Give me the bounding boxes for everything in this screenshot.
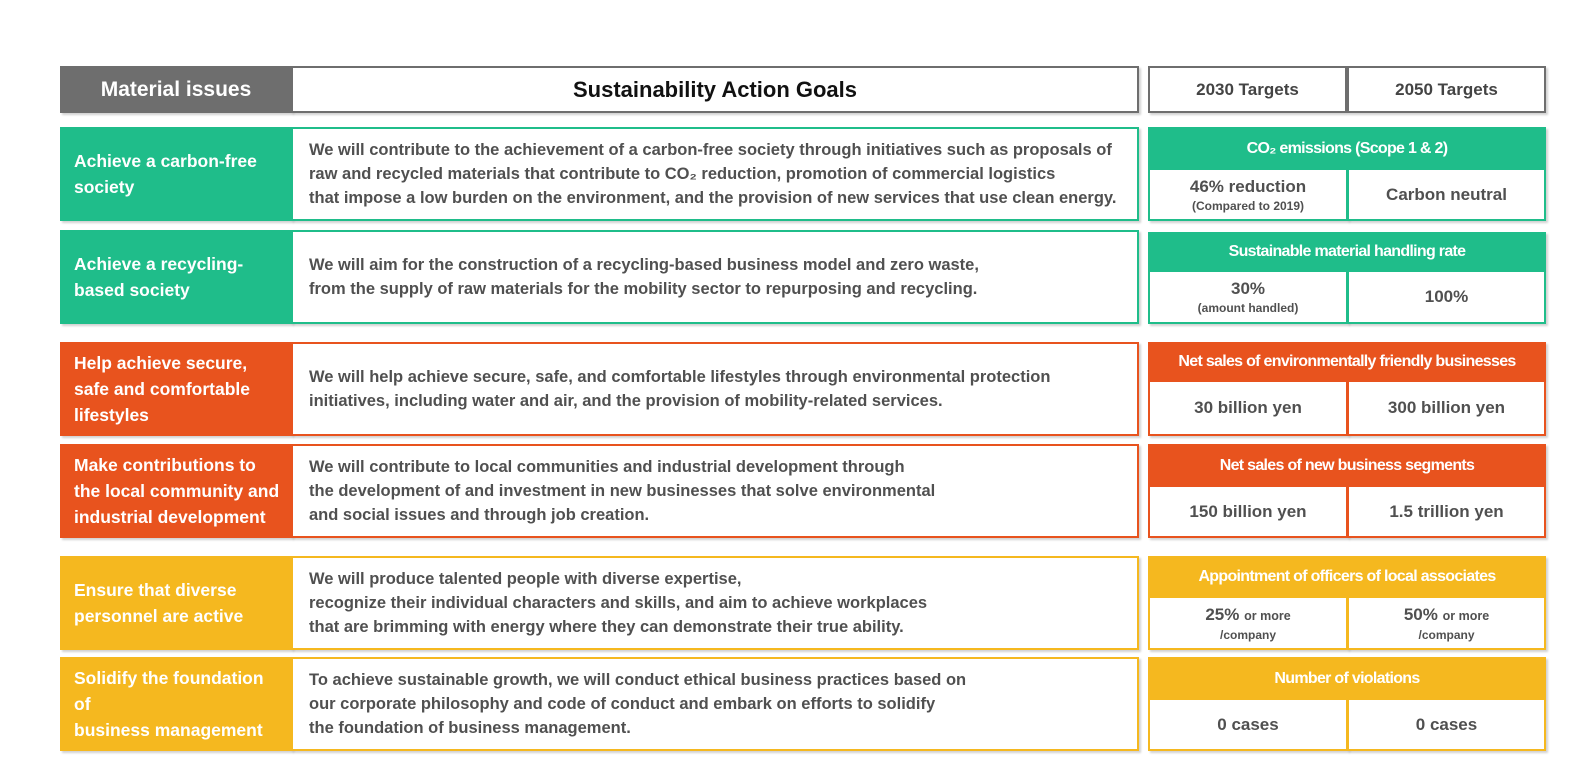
kpi-new-business-sales: Net sales of new business segments: [1148, 444, 1546, 487]
target-2030-new-business: 150 billion yen: [1148, 487, 1348, 538]
target-2030-violations: 0 cases: [1148, 700, 1348, 751]
issue-business-foundation: Solidify the foundation of business manag…: [60, 657, 292, 751]
target-2050-new-business: 1.5 trillion yen: [1347, 487, 1546, 538]
header-2050-targets: 2050 Targets: [1347, 66, 1546, 113]
target-2050-violations: 0 cases: [1347, 700, 1546, 751]
target-2050-recycling: 100%: [1347, 272, 1546, 324]
kpi-co2-emissions: CO₂ emissions (Scope 1 & 2): [1148, 127, 1546, 170]
target-2030-officers: 25% or more /company: [1148, 598, 1348, 650]
issue-diverse-personnel: Ensure that diverse personnel are active: [60, 556, 292, 650]
goal-secure-lifestyles: We will help achieve secure, safe, and c…: [291, 342, 1139, 436]
goal-recycling: We will aim for the construction of a re…: [291, 230, 1139, 324]
target-2050-co2: Carbon neutral: [1347, 170, 1546, 221]
kpi-violations: Number of violations: [1148, 657, 1546, 700]
kpi-officer-appointment: Appointment of officers of local associa…: [1148, 556, 1546, 598]
target-2030-recycling: 30% (amount handled): [1148, 272, 1348, 324]
goal-carbon-free: We will contribute to the achievement of…: [291, 127, 1139, 221]
target-2050-eco-sales: 300 billion yen: [1347, 382, 1546, 436]
goal-local-community: We will contribute to local communities …: [291, 444, 1139, 538]
target-2030-co2: 46% reduction (Compared to 2019): [1148, 170, 1348, 221]
kpi-material-handling-rate: Sustainable material handling rate: [1148, 232, 1546, 272]
target-2030-eco-sales: 30 billion yen: [1148, 382, 1348, 436]
kpi-eco-business-sales: Net sales of environmentally friendly bu…: [1148, 342, 1546, 382]
issue-recycling: Achieve a recycling-based society: [60, 230, 292, 324]
header-action-goals: Sustainability Action Goals: [291, 66, 1139, 113]
goal-diverse-personnel: We will produce talented people with div…: [291, 556, 1139, 650]
issue-local-community: Make contributions to the local community…: [60, 444, 292, 538]
issue-carbon-free: Achieve a carbon-free society: [60, 127, 292, 221]
header-2030-targets: 2030 Targets: [1148, 66, 1347, 113]
header-material-issues: Material issues: [60, 66, 292, 113]
goal-business-foundation: To achieve sustainable growth, we will c…: [291, 657, 1139, 751]
target-2050-officers: 50% or more /company: [1347, 598, 1546, 650]
issue-secure-lifestyles: Help achieve secure, safe and comfortable…: [60, 342, 292, 436]
